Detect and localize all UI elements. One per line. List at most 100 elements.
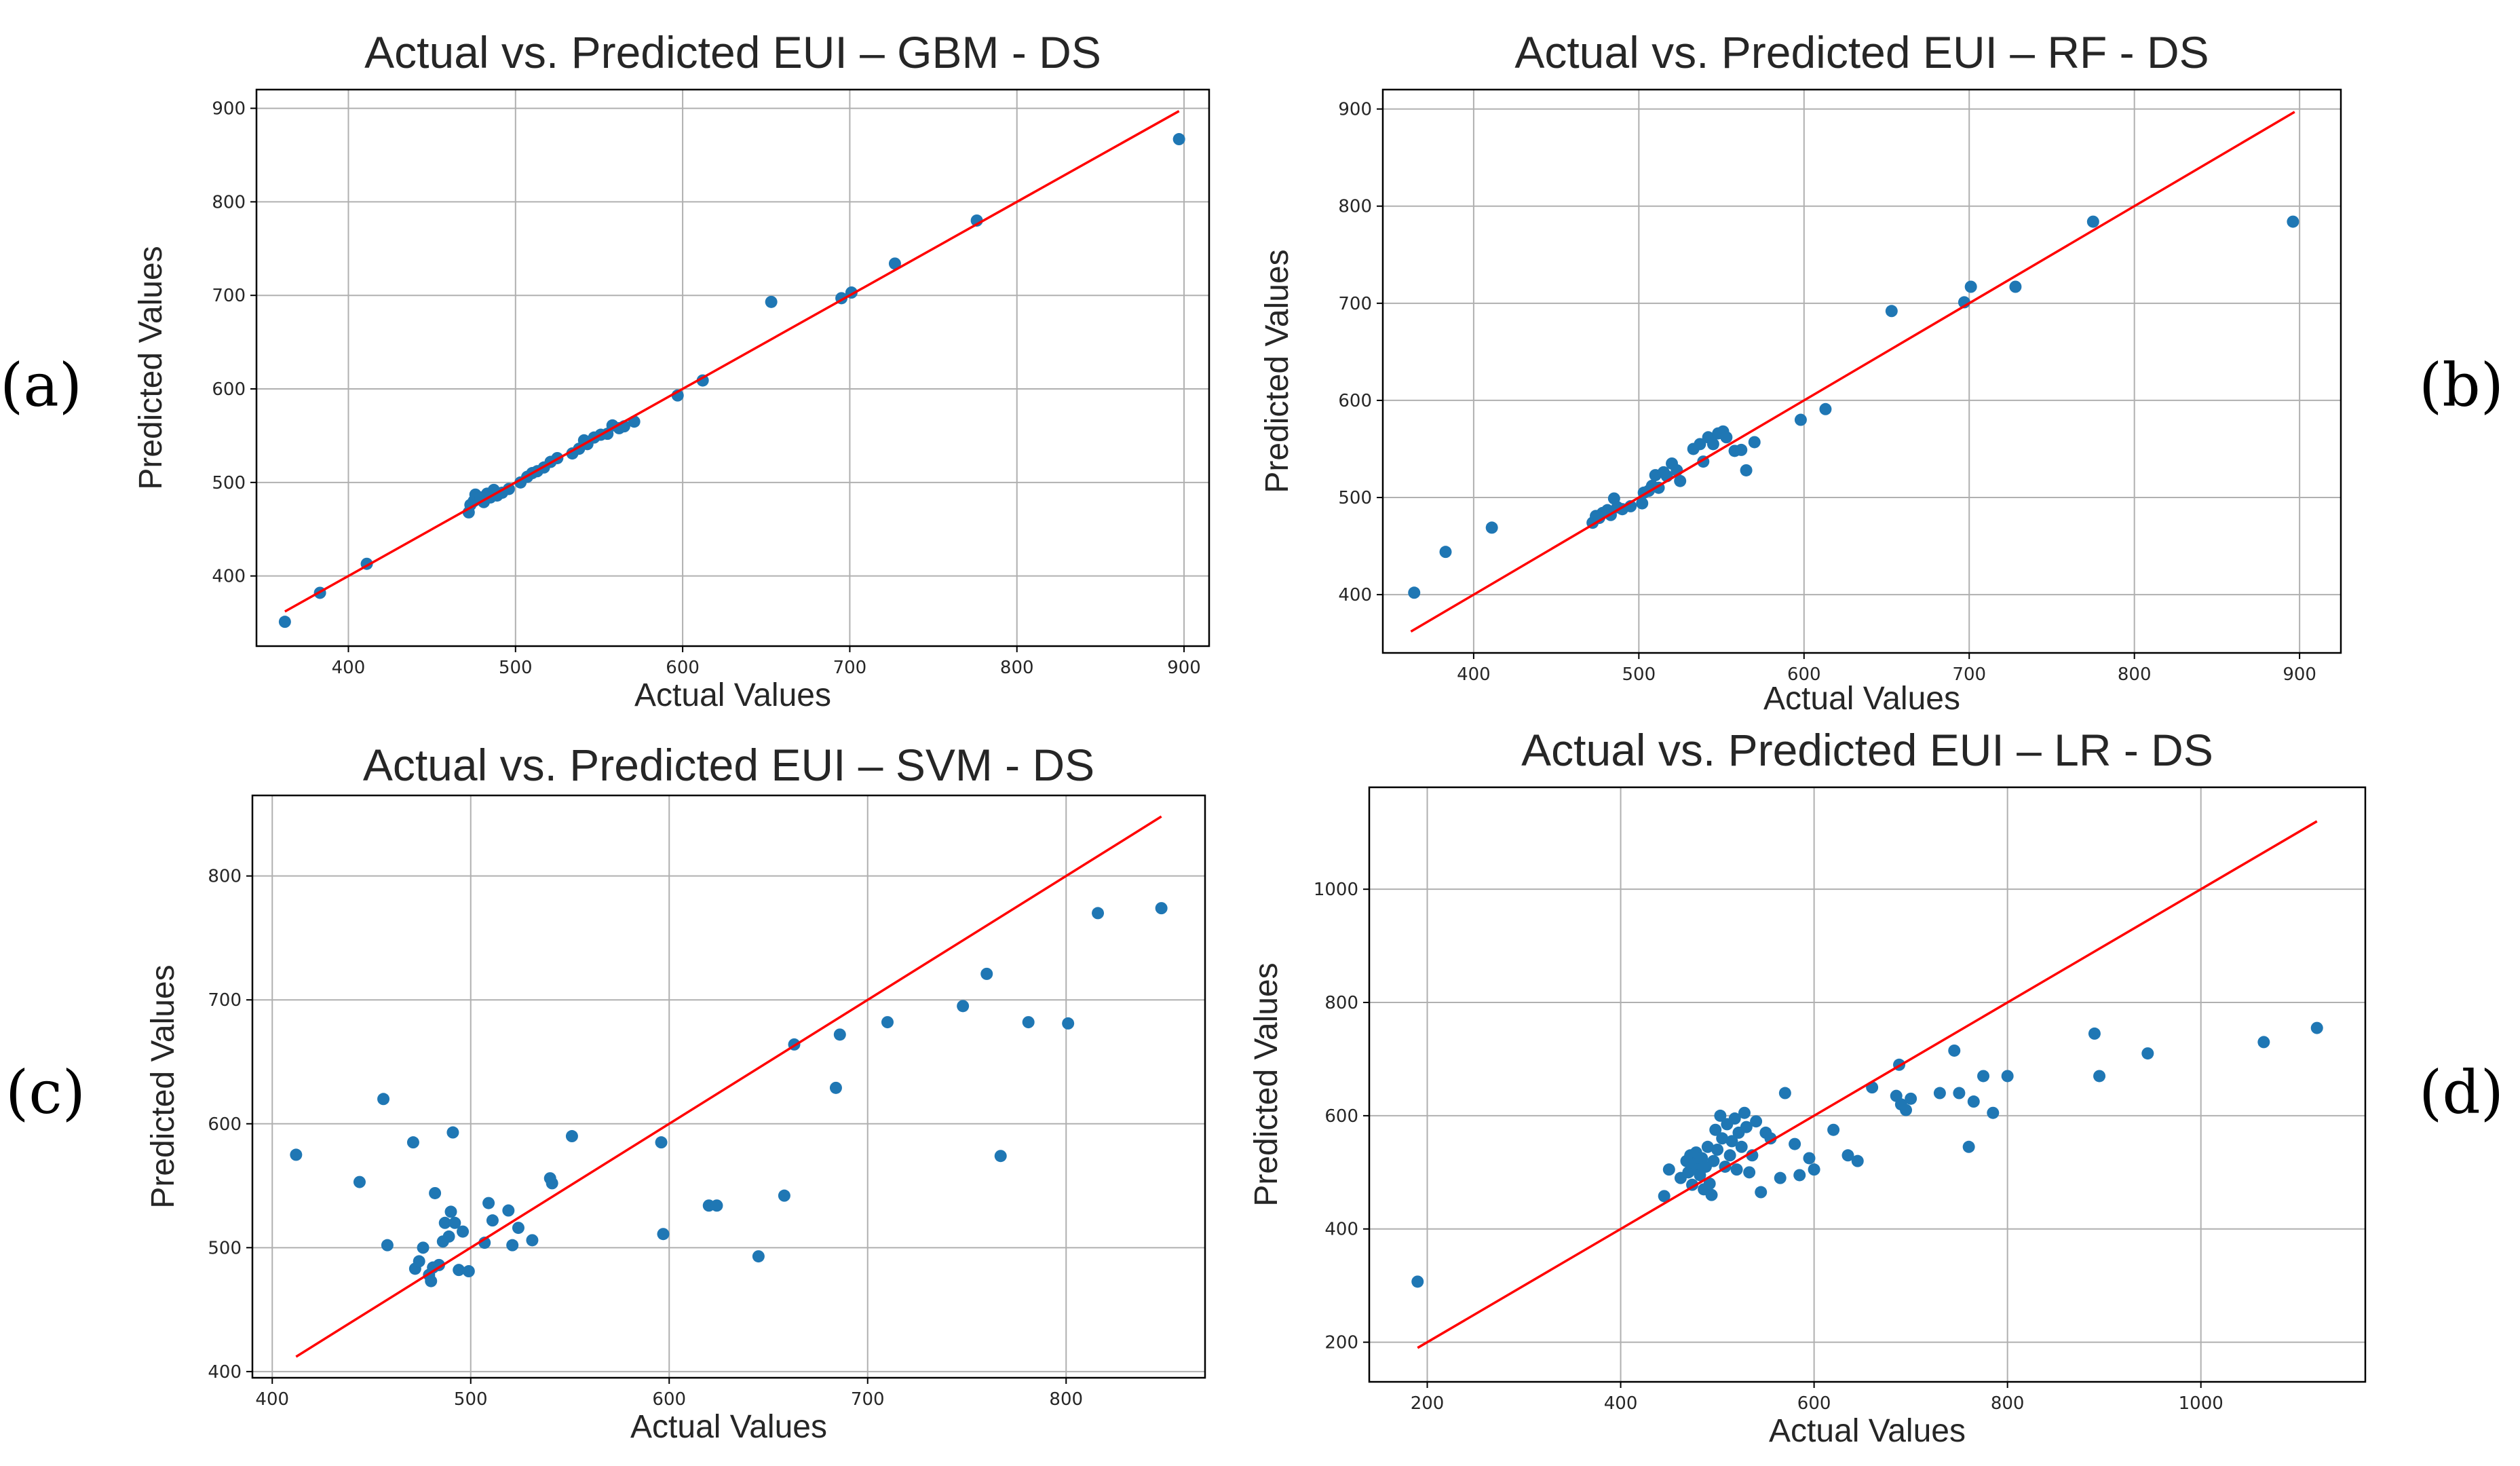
point-lr-63 [2093, 1070, 2106, 1083]
ytick-label-0: 200 [1324, 1333, 1358, 1353]
point-lr-31 [1738, 1106, 1751, 1119]
panel-label-c: (c) [5, 1057, 85, 1127]
xtick-label-4: 800 [1049, 1389, 1083, 1410]
point-lr-58 [1967, 1095, 1980, 1108]
point-svm-37 [778, 1189, 790, 1202]
y-axis-label: Predicted Values [133, 246, 169, 489]
xtick-label-5: 900 [1167, 658, 1201, 678]
point-svm-4 [406, 1136, 419, 1149]
xtick-label-4: 800 [1000, 658, 1034, 678]
plot-frame [1368, 786, 2367, 1383]
point-gbm-14 [502, 483, 515, 495]
panel-c: (c) 400 500 600 700 800 400 500 600 700 800 Actual… [5, 740, 1206, 1445]
point-lr-62 [2088, 1027, 2101, 1040]
point-lr-27 [1728, 1112, 1741, 1125]
point-rf-43 [2287, 215, 2299, 228]
data-layer [1408, 111, 2299, 633]
point-gbm-34 [696, 374, 709, 387]
chart-title: Actual vs. Predicted EUI – SVM - DS [363, 740, 1094, 790]
ideal-line-rf [1410, 111, 2295, 633]
ytick-label-3: 800 [1324, 993, 1358, 1013]
ytick-label-2: 600 [212, 379, 246, 400]
point-svm-43 [980, 967, 993, 980]
plot-frame [1381, 88, 2342, 654]
ytick-label-4: 800 [1338, 197, 1372, 217]
point-svm-32 [655, 1136, 668, 1149]
point-svm-11 [429, 1186, 442, 1199]
xtick-label-2: 600 [652, 1389, 686, 1410]
point-rf-42 [2086, 215, 2099, 228]
point-lr-0 [1411, 1275, 1424, 1288]
point-svm-2 [377, 1093, 390, 1106]
data-layer [278, 110, 1185, 628]
point-lr-17 [1705, 1188, 1718, 1201]
ytick-label-5: 900 [212, 99, 246, 119]
data-layer [290, 815, 1168, 1358]
xtick-label-2: 600 [1797, 1393, 1831, 1414]
point-svm-14 [438, 1216, 451, 1229]
x-axis-label: Actual Values [630, 1409, 827, 1445]
point-lr-54 [1933, 1087, 1946, 1100]
point-rf-34 [1740, 464, 1753, 476]
ytick-label-2: 600 [1324, 1106, 1358, 1127]
point-svm-44 [994, 1150, 1007, 1163]
point-lr-15 [1701, 1140, 1714, 1153]
xtick-label-2: 600 [666, 658, 700, 678]
point-lr-18 [1707, 1154, 1720, 1167]
point-lr-35 [1750, 1115, 1763, 1128]
point-lr-56 [1953, 1087, 1966, 1100]
x-axis-label: Actual Values [1769, 1413, 1966, 1449]
point-svm-1 [353, 1176, 366, 1188]
ideal-line-lr [1417, 820, 2318, 1349]
point-svm-9 [425, 1275, 438, 1288]
point-svm-0 [290, 1148, 303, 1161]
point-lr-64 [2141, 1047, 2154, 1060]
point-svm-24 [486, 1214, 499, 1227]
point-lr-19 [1709, 1123, 1722, 1136]
point-svm-23 [482, 1197, 495, 1209]
ytick-label-3: 700 [1338, 294, 1372, 314]
xtick-label-5: 900 [2283, 664, 2316, 685]
xtick-label-0: 400 [332, 658, 366, 678]
point-svm-25 [502, 1204, 515, 1217]
xtick-label-4: 1000 [2179, 1393, 2223, 1414]
ytick-label-2: 600 [208, 1114, 242, 1135]
ytick-label-3: 700 [208, 990, 242, 1011]
point-lr-61 [2001, 1070, 2014, 1083]
point-gbm-35 [765, 295, 778, 308]
ytick-label-2: 600 [1338, 391, 1372, 411]
point-rf-40 [1964, 280, 1977, 293]
chart-svm: 400 500 600 700 800 400 500 600 700 800 Actual vs.… [145, 740, 1206, 1445]
point-svm-41 [881, 1016, 894, 1029]
point-rf-36 [1794, 413, 1807, 426]
point-lr-40 [1778, 1087, 1791, 1100]
ytick-label-4: 1000 [1314, 880, 1358, 900]
point-lr-25 [1723, 1149, 1736, 1162]
point-svm-21 [462, 1265, 475, 1278]
point-svm-28 [526, 1234, 539, 1247]
point-svm-48 [1155, 902, 1168, 915]
point-lr-46 [1841, 1149, 1854, 1162]
ideal-line-gbm [284, 110, 1180, 613]
point-lr-36 [1755, 1186, 1768, 1199]
point-lr-2 [1662, 1163, 1675, 1176]
y-axis-label: Predicted Values [1259, 249, 1295, 493]
xtick-label-3: 700 [851, 1389, 885, 1410]
xtick-label-3: 800 [1991, 1393, 2025, 1414]
point-svm-15 [442, 1230, 455, 1243]
xtick-label-1: 500 [1622, 664, 1656, 685]
point-rf-13 [1636, 497, 1649, 510]
point-lr-60 [1987, 1106, 2000, 1119]
point-lr-42 [1793, 1169, 1806, 1182]
point-lr-33 [1743, 1166, 1756, 1179]
point-svm-19 [453, 1264, 465, 1277]
point-lr-38 [1764, 1132, 1777, 1145]
point-lr-44 [1808, 1163, 1820, 1176]
point-lr-34 [1746, 1149, 1759, 1162]
xtick-label-1: 500 [499, 658, 533, 678]
xtick-label-0: 400 [1457, 664, 1491, 685]
xtick-label-4: 800 [2118, 664, 2152, 685]
point-rf-33 [1735, 443, 1748, 456]
point-lr-57 [1962, 1140, 1975, 1153]
